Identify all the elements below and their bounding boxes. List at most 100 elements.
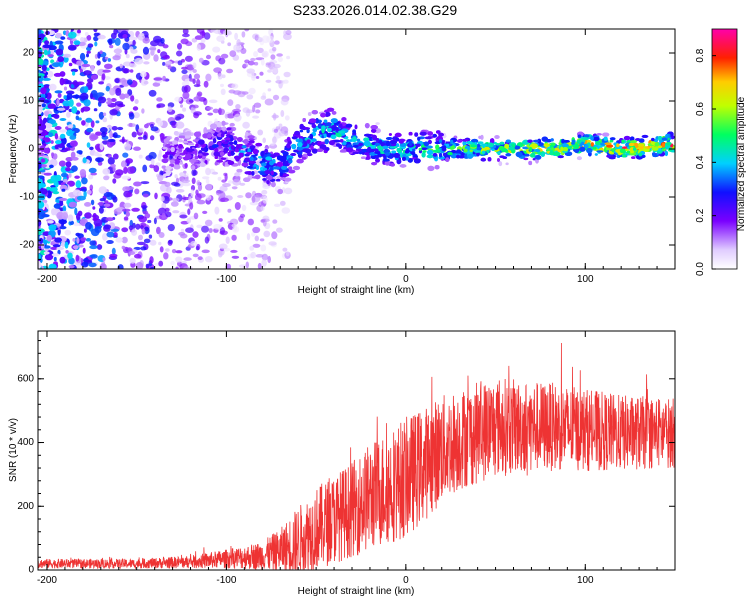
spectrogram-cell (309, 133, 314, 140)
spectrogram-cell (65, 90, 75, 95)
spectrogram-cell (550, 138, 554, 142)
spectrogram-cell (237, 195, 244, 198)
spectrogram-cell (95, 157, 104, 163)
spectrogram-cell (122, 68, 130, 74)
spectrogram-cell (66, 111, 71, 118)
spectrogram-cell (59, 118, 67, 121)
spectrogram-cell (170, 146, 175, 153)
spectrogram-cell (226, 127, 232, 131)
spectrogram-cell (396, 158, 402, 165)
spectrogram-cell (628, 142, 635, 147)
spectrogram-cell (176, 151, 180, 156)
spectrogram-cell (48, 224, 57, 232)
spectrogram-cell (603, 136, 608, 141)
spectrogram-cell (84, 32, 89, 36)
spectrogram-cell (179, 172, 185, 177)
colorbar-tick-label: 0.4 (695, 155, 706, 169)
spectrogram-cell (190, 165, 196, 170)
spectrogram-cell (138, 127, 144, 133)
spectrogram-cell (259, 238, 265, 242)
spectrogram-cell (530, 153, 536, 158)
spectrogram-cell (141, 108, 145, 114)
spectrogram-cell (123, 166, 128, 174)
spectrogram-cell (241, 31, 246, 38)
spectrogram-cell (234, 32, 239, 41)
spectrogram-cell (83, 228, 87, 233)
spectrogram-cell (90, 65, 95, 72)
spectrogram-cell (377, 154, 382, 157)
spectrogram-cell (181, 179, 190, 184)
spectrogram-cell (338, 130, 346, 134)
spectrogram-cell (61, 188, 66, 192)
spectrogram-cell (75, 115, 80, 121)
spectrogram-cell (283, 71, 291, 78)
spectrogram-cell (246, 171, 253, 175)
spectrogram-cell (214, 156, 219, 159)
spectrogram-cell (596, 133, 602, 136)
spectrogram-cell (149, 239, 157, 246)
spectrogram-cell (393, 152, 401, 159)
spectrogram-cell (269, 166, 274, 171)
spectrogram-cell (60, 133, 66, 139)
spectrogram-cell (69, 220, 75, 225)
spectrogram-cell (84, 212, 92, 219)
spectrogram-cell (173, 131, 179, 136)
spectrogram-cell (113, 232, 118, 238)
snr-y-label: SNR (10 * v/v) (8, 418, 19, 482)
spectrogram-cell (487, 142, 494, 148)
spectrogram-cell (40, 87, 47, 95)
spectrogram-cell (331, 132, 336, 136)
spectrogram-cell (188, 196, 193, 204)
spectrogram-cell (42, 77, 51, 81)
y-tick-label: 20 (23, 48, 35, 59)
spectrogram-cell (450, 150, 457, 154)
spectrogram-cell (434, 165, 440, 170)
spectrogram-cell (93, 32, 100, 37)
spectrogram-cell (212, 46, 221, 53)
spectrogram-cell (249, 145, 256, 149)
spectrogram-x-ticks: -200 -100 0 100 (37, 29, 676, 285)
spectrogram-cell (413, 158, 421, 164)
spectrogram-cell (623, 135, 631, 141)
spectrogram-cell (110, 228, 120, 232)
spectrogram-cell (311, 110, 318, 115)
spectrogram-cell (71, 165, 78, 172)
spectrogram-cell (239, 264, 246, 268)
spectrogram-cell (216, 35, 225, 42)
spectrogram-cell (156, 103, 166, 108)
spectrogram-cell (286, 55, 291, 60)
spectrogram-cell (68, 173, 72, 178)
spectrogram-cell (177, 60, 183, 66)
spectrogram-cell (103, 112, 107, 117)
spectrogram-cell (280, 98, 289, 106)
spectrogram-x-label: Height of straight line (km) (298, 285, 415, 296)
spectrogram-cell (269, 160, 274, 166)
spectrogram-cell (219, 151, 225, 157)
spectrogram-cell (160, 37, 165, 44)
spectrogram-cell (254, 174, 261, 180)
spectrogram-cell (129, 112, 135, 120)
spectrogram-cell (244, 59, 250, 64)
spectrogram-cell (609, 139, 614, 143)
spectrogram-cell (457, 139, 463, 143)
spectrogram-cell (231, 255, 240, 259)
spectrogram-cell (235, 104, 241, 110)
spectrogram-cell (136, 241, 146, 246)
spectrogram-cell (541, 136, 548, 142)
spectrogram-cell (651, 146, 659, 151)
spectrogram-cell (38, 29, 42, 35)
spectrogram-cell (163, 252, 169, 260)
spectrogram-cell (260, 205, 265, 211)
spectrogram-cell (247, 135, 255, 139)
spectrogram-cell (86, 34, 92, 41)
spectrogram-cell (246, 151, 253, 155)
spectrogram-cell (105, 217, 114, 222)
spectrogram-cell (175, 121, 185, 129)
spectrogram-cell (394, 132, 402, 138)
spectrogram-cell (265, 62, 271, 66)
spectrogram-cell (571, 139, 576, 143)
spectrogram-cell (245, 192, 252, 199)
spectrogram-cell (90, 199, 95, 206)
spectrogram-cell (174, 174, 178, 179)
spectrogram-cell (277, 56, 283, 63)
